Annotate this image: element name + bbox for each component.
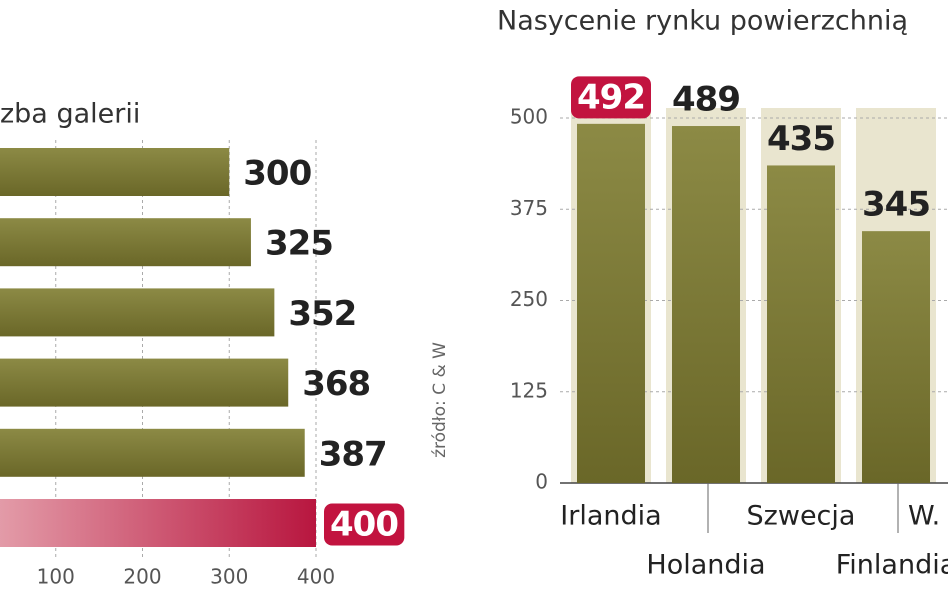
- value-label-box: [324, 503, 405, 546]
- y-tick-label: 125: [510, 378, 548, 402]
- bar: [0, 428, 305, 477]
- x-tick-label: W.: [908, 501, 940, 532]
- bar: [577, 123, 645, 483]
- value-label: 435: [767, 119, 835, 159]
- value-label: 300: [243, 154, 311, 194]
- bar: [0, 288, 275, 337]
- x-tick-label: Irlandia: [560, 501, 661, 532]
- bar: [672, 126, 740, 483]
- chart-title: Nasycenie rynku powierzchnią: [497, 6, 908, 37]
- x-tick-label: 200: [123, 565, 161, 589]
- value-label-box: [571, 76, 651, 119]
- value-label: 345: [862, 185, 930, 225]
- x-tick-label: 400: [297, 565, 335, 589]
- y-tick-label: 500: [510, 105, 548, 129]
- x-tick-label: Finlandia: [836, 550, 948, 581]
- x-tick-label: Szwecja: [747, 501, 856, 532]
- x-tick-label: 300: [210, 565, 248, 589]
- bar: [0, 148, 230, 196]
- bar: [0, 499, 316, 547]
- source-note: źródło: C & W: [430, 342, 450, 458]
- bar: [0, 218, 251, 267]
- value-label: 400: [330, 505, 398, 545]
- value-label: 489: [672, 80, 740, 120]
- x-tick-label: 100: [37, 565, 75, 589]
- y-tick-label: 0: [535, 470, 548, 494]
- bar: [767, 165, 835, 483]
- value-label: 352: [288, 294, 356, 334]
- bar: [0, 358, 289, 407]
- value-label: 368: [302, 364, 370, 404]
- value-label: 387: [319, 434, 387, 474]
- y-tick-label: 375: [510, 196, 548, 220]
- chart-title: zba galerii: [0, 99, 140, 130]
- y-tick-label: 250: [510, 287, 548, 311]
- bar: [862, 231, 930, 483]
- value-label: 325: [265, 224, 333, 264]
- x-tick-label: Holandia: [646, 550, 765, 581]
- value-label: 492: [577, 77, 645, 117]
